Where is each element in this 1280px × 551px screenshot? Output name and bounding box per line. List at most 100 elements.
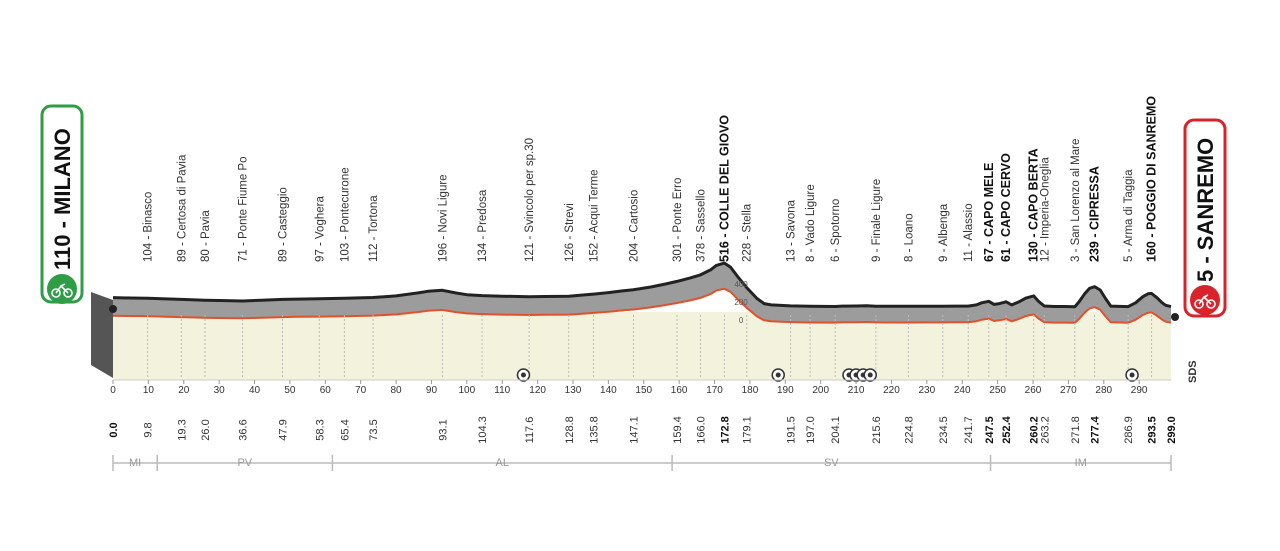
- km-tick-label: 140: [600, 385, 617, 396]
- plain-area: [113, 312, 1171, 380]
- distance-label: 215.6: [871, 416, 883, 444]
- waypoint-label: 204 - Cartosio: [629, 190, 641, 262]
- km-tick-label: 130: [565, 385, 582, 396]
- waypoint-label: 89 - Casteggio: [278, 187, 290, 262]
- km-tick-label: 160: [671, 385, 688, 396]
- km-tick-label: 100: [459, 385, 476, 396]
- start-badge: 110 - MILANO: [40, 104, 84, 304]
- province-code: MI: [129, 457, 141, 469]
- waypoint-label: 13 - Savona: [786, 199, 798, 262]
- km-tick-label: 30: [214, 385, 226, 396]
- waypoint-label: 11 - Alassio: [963, 203, 975, 262]
- waypoint-label: 196 - Novi Ligure: [437, 174, 449, 262]
- distance-label: 147.1: [629, 416, 641, 444]
- distance-label: 179.1: [742, 416, 754, 444]
- waypoint-label: 97 - Voghera: [314, 196, 326, 262]
- distance-label: 271.8: [1070, 416, 1082, 444]
- distance-label: 117.6: [524, 417, 536, 444]
- distance-label: 204.1: [830, 416, 842, 444]
- km-tick-label: 50: [284, 385, 296, 396]
- distance-label: 224.8: [903, 416, 915, 444]
- km-tick-label: 200: [812, 385, 829, 396]
- waypoint-label: 301 - Ponte Erro: [672, 178, 684, 262]
- waypoint-label: 8 - Loano: [903, 213, 915, 262]
- distance-label: 197.0: [805, 416, 817, 444]
- km-ticks: 0 10 20 30 40 50 60 70 80 90 100 110 120 130 140 150 160…: [110, 379, 1171, 396]
- waypoint-label: 112 - Tortona: [368, 195, 380, 262]
- km-tick-label: 10: [143, 385, 155, 396]
- distance-label: 26.0: [200, 419, 212, 440]
- profile-edge: [91, 292, 113, 378]
- waypoint-label: 134 - Predosa: [477, 189, 489, 262]
- climb-label: 160 - POGGIO DI SANREMO: [1145, 96, 1159, 262]
- km-tick-label: 150: [635, 385, 652, 396]
- finish-label: 5 - SANREMO: [1193, 138, 1218, 282]
- finish-badge-frame: [1183, 118, 1227, 318]
- waypoint-label: 3 - San Lorenzo al Mare: [1070, 139, 1082, 262]
- profile-band: [113, 263, 1171, 323]
- distance-label: 47.9: [278, 419, 290, 440]
- start-dot: [109, 305, 117, 313]
- km-tick-label: 170: [706, 385, 723, 396]
- distance-label: 9.8: [143, 422, 155, 437]
- km-tick-label: 260: [1025, 385, 1042, 396]
- km-tick-label: 90: [426, 385, 438, 396]
- waypoint-label: 89 - Certosa di Pavia: [176, 154, 188, 262]
- start-bike-glyph: [51, 283, 73, 298]
- climb-label: 130 - CAPO BERTA: [1027, 148, 1041, 262]
- province-code: IM: [1075, 457, 1087, 469]
- km-tick-label: 60: [320, 385, 332, 396]
- waypoint-label: 378 - Sassello: [695, 189, 707, 262]
- climb-label: 61 - CAPO CERVO: [999, 153, 1013, 262]
- distance-label: 65.4: [339, 419, 351, 440]
- distance-label: 293.5: [1147, 416, 1159, 444]
- waypoint-labels: 104 - Binasco 89 - Certosa di Pavia 80 - P…: [143, 96, 1159, 262]
- finish-cyclist-icon: [1190, 285, 1220, 315]
- waypoint-label: 6 - Spotorno: [830, 199, 842, 262]
- distance-label: 277.4: [1090, 415, 1102, 443]
- distance-label: 191.5: [786, 416, 798, 444]
- km-tick-label: 40: [249, 385, 261, 396]
- distance-label: 260.2: [1029, 416, 1041, 444]
- province-code: SV: [824, 457, 839, 469]
- profile-coast-line: [112, 287, 1172, 324]
- distance-label: 299.0: [1166, 416, 1178, 444]
- km-tick-label: 270: [1060, 385, 1077, 396]
- sds-logo: SDS: [1187, 360, 1199, 383]
- km-tick-label: 0: [110, 385, 116, 396]
- waypoint-label: 9 - Finale Ligure: [871, 179, 883, 262]
- profile-top-line: [112, 261, 1172, 309]
- profile-layer: 400 200 0: [91, 261, 1179, 382]
- distance-label: 252.4: [1001, 415, 1013, 443]
- elevation-scale-label: 0: [739, 316, 744, 325]
- climb-label: 516 - COLLE DEL GIOVO: [717, 115, 731, 262]
- km-tick-label: 180: [742, 385, 759, 396]
- waypoint-label: 9 - Albenga: [938, 203, 950, 262]
- elevation-scale-label: 400: [734, 280, 748, 289]
- distance-label: 286.9: [1123, 416, 1135, 444]
- km-tick-label: 20: [178, 385, 190, 396]
- intermediate-marker-icon: [1125, 368, 1139, 382]
- distance-labels: 0.0 9.8 19.3 26.0 36.6 47.9 58.3 65.4 73.5 93.1 10…: [108, 415, 1178, 443]
- distance-label: 135.8: [589, 416, 601, 444]
- distance-label: 93.1: [437, 419, 449, 440]
- distance-label: 128.8: [564, 416, 576, 444]
- km-tick-label: 190: [777, 385, 794, 396]
- start-label: 110 - MILANO: [50, 128, 75, 270]
- climb-label: 67 - CAPO MELE: [982, 163, 996, 262]
- waypoint-label: 152 - Acqui Terme: [589, 170, 601, 262]
- province-code: AL: [495, 457, 508, 469]
- distance-label: 263.2: [1039, 416, 1051, 444]
- waypoint-label: 8 - Vado Ligure: [805, 184, 817, 262]
- distance-label: 241.7: [963, 416, 975, 444]
- elevation-scale-label: 200: [734, 298, 748, 307]
- waypoint-label: 5 - Arma di Taggia: [1123, 169, 1135, 262]
- start-cyclist-icon: [47, 274, 77, 304]
- waypoint-label: 103 - Pontecurone: [339, 167, 351, 262]
- waypoint-label: 71 - Ponte Fiume Po: [238, 157, 250, 262]
- distance-label: 0.0: [108, 422, 120, 437]
- finish-badge: 5 - SANREMO: [1183, 118, 1227, 318]
- distance-label: 234.5: [938, 416, 950, 444]
- waypoint-label: 80 - Pavia: [200, 210, 212, 262]
